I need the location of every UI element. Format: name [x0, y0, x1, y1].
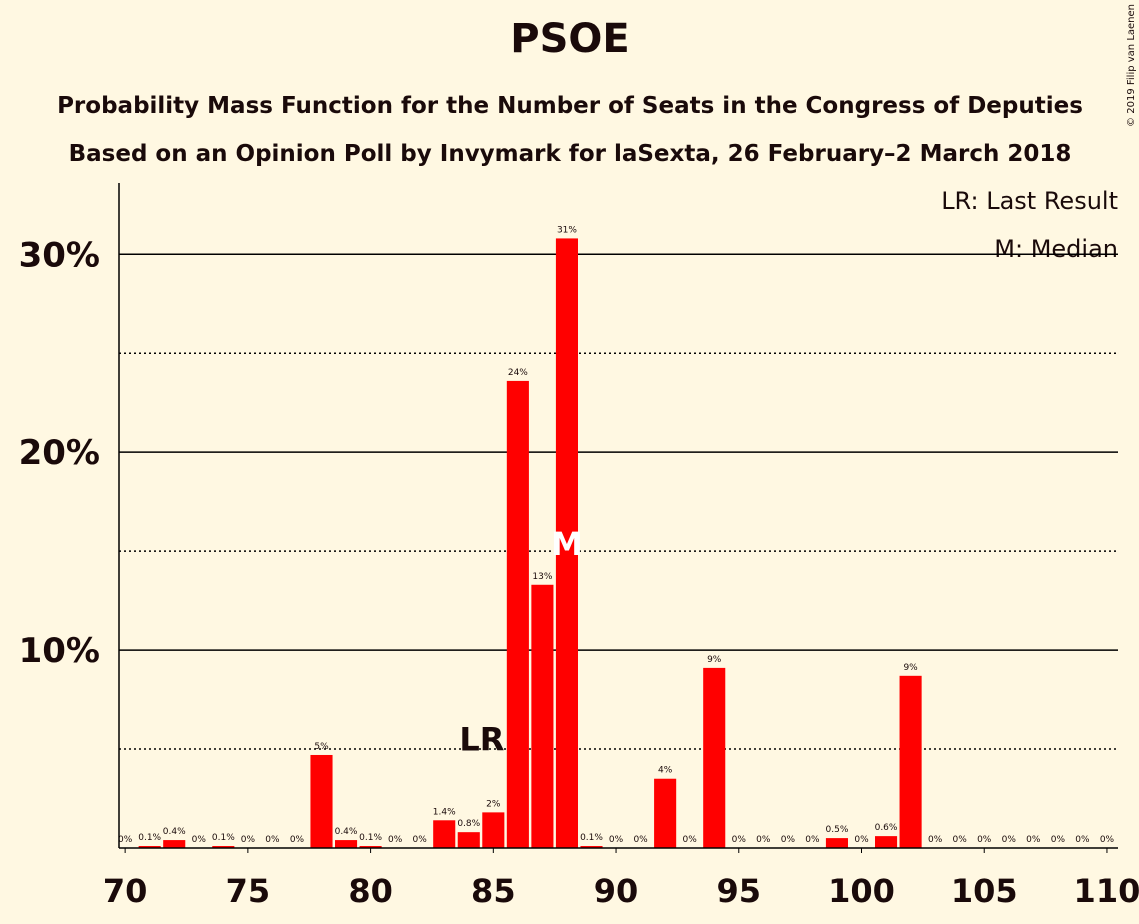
bar	[531, 584, 554, 848]
y-tick-label: 10%	[19, 631, 100, 671]
x-tick-label: 70	[103, 872, 148, 910]
bar	[654, 778, 677, 848]
bar	[433, 820, 456, 848]
median-marker: M	[551, 525, 583, 563]
value-label: 0%	[781, 835, 796, 845]
legend-entry: LR: Last Result	[941, 187, 1118, 215]
value-label: 4%	[658, 766, 673, 776]
value-label: 0%	[977, 835, 992, 845]
value-label: 0%	[1075, 835, 1090, 845]
legend-entry: M: Median	[994, 235, 1118, 263]
bar	[335, 840, 358, 848]
value-label: 0%	[1002, 835, 1017, 845]
value-label: 0%	[1100, 835, 1115, 845]
value-label: 0%	[953, 835, 968, 845]
bar	[310, 754, 333, 848]
bar	[875, 836, 898, 848]
value-label: 0%	[805, 835, 820, 845]
bar	[163, 840, 186, 848]
subtitle: Based on an Opinion Poll by Invymark for…	[69, 141, 1072, 167]
value-label: 9%	[707, 655, 722, 665]
value-label: 2%	[486, 799, 501, 809]
value-label: 0%	[290, 835, 305, 845]
value-label: 0%	[1026, 835, 1041, 845]
value-label: 5%	[314, 742, 329, 752]
bar	[899, 675, 922, 848]
value-label: 24%	[508, 368, 528, 378]
bar	[482, 812, 505, 848]
x-tick-label: 80	[348, 872, 393, 910]
value-label: 0%	[756, 835, 771, 845]
value-label: 0.4%	[335, 827, 358, 837]
value-label: 0%	[118, 835, 133, 845]
value-label: 0%	[928, 835, 943, 845]
bar	[457, 832, 480, 848]
value-label: 0.1%	[138, 833, 161, 843]
value-label: 0.1%	[580, 833, 603, 843]
bar	[703, 667, 726, 848]
bar	[580, 846, 603, 848]
y-tick-label: 20%	[19, 433, 100, 473]
value-label: 0%	[633, 835, 648, 845]
value-label: 0.8%	[457, 819, 480, 829]
value-label: 9%	[903, 663, 918, 673]
value-label: 0%	[265, 835, 280, 845]
x-tick-label: 100	[828, 872, 895, 910]
value-label: 1.4%	[433, 807, 456, 817]
value-label: 0%	[192, 835, 207, 845]
value-label: 0%	[732, 835, 747, 845]
value-label: 0%	[609, 835, 624, 845]
subtitle: Probability Mass Function for the Number…	[57, 93, 1083, 119]
bar	[825, 838, 848, 848]
value-label: 0%	[413, 835, 428, 845]
bar	[359, 846, 382, 848]
value-label: 13%	[532, 572, 552, 582]
value-label: 0.6%	[875, 823, 898, 833]
value-label: 0%	[683, 835, 698, 845]
y-tick-label: 30%	[19, 235, 100, 275]
bar	[138, 846, 161, 848]
value-label: 31%	[557, 225, 577, 235]
value-label: 0.4%	[163, 827, 186, 837]
credit: © 2019 Filip van Laenen	[1126, 4, 1137, 127]
value-label: 0%	[241, 835, 256, 845]
value-label: 0%	[854, 835, 869, 845]
bar	[212, 846, 235, 848]
x-tick-label: 105	[951, 872, 1018, 910]
last-result-marker: LR	[459, 720, 504, 758]
value-label: 0.1%	[212, 833, 235, 843]
value-label: 0.1%	[359, 833, 382, 843]
value-label: 0.5%	[826, 825, 849, 835]
value-label: 0%	[388, 835, 403, 845]
x-tick-label: 110	[1074, 872, 1139, 910]
x-tick-label: 90	[594, 872, 639, 910]
x-tick-label: 85	[471, 872, 516, 910]
value-label: 0%	[1051, 835, 1066, 845]
x-tick-label: 95	[717, 872, 762, 910]
bar	[506, 380, 529, 848]
bar	[555, 238, 578, 848]
x-tick-label: 75	[226, 872, 271, 910]
chart-title: PSOE	[510, 16, 629, 62]
